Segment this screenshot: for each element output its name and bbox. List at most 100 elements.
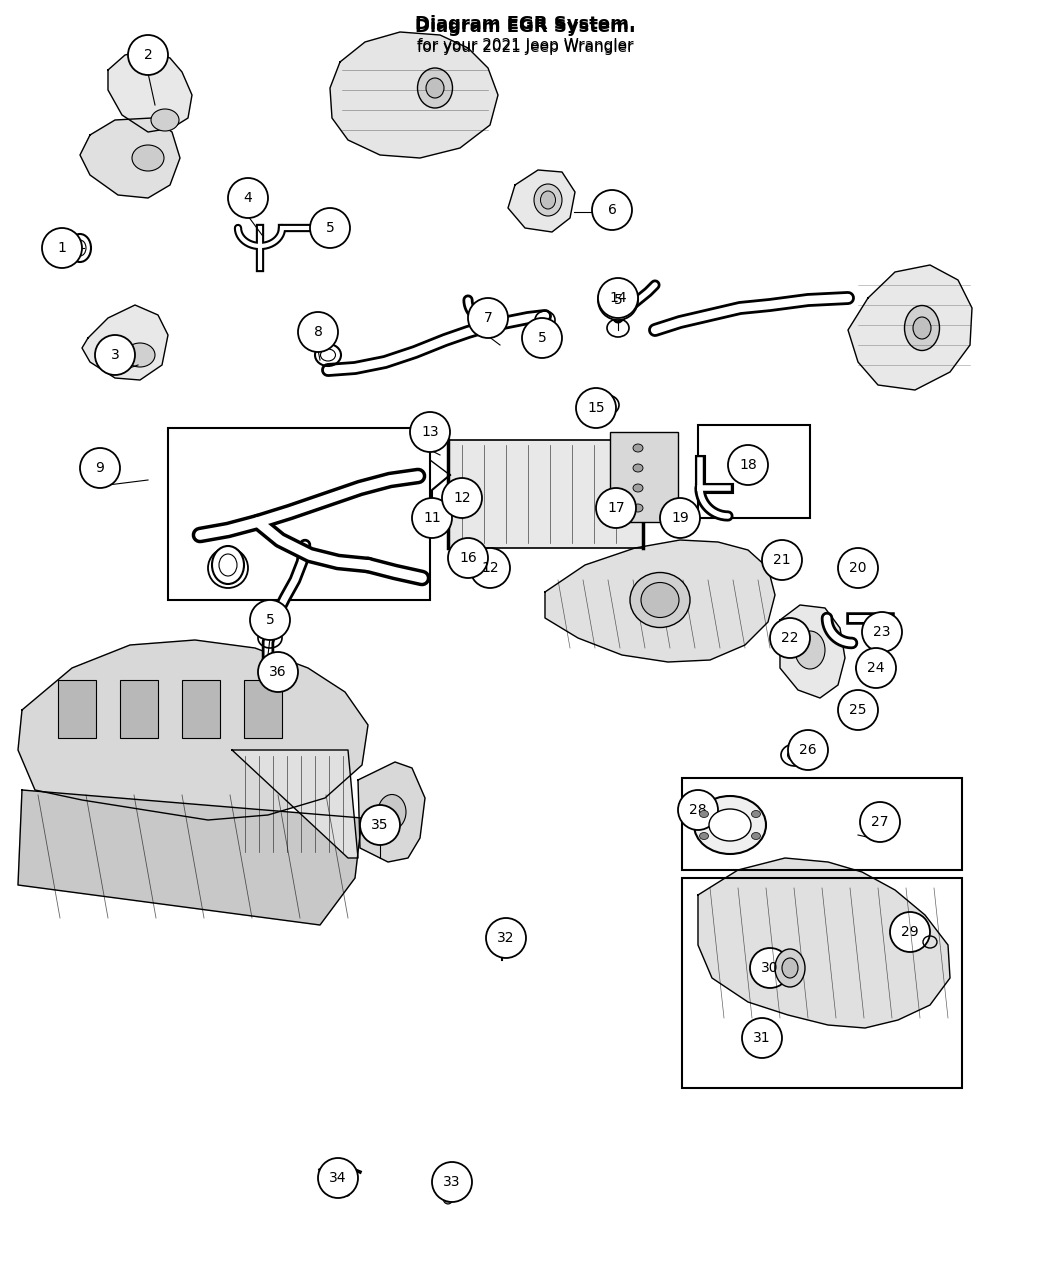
Polygon shape [848, 265, 972, 390]
Text: 17: 17 [607, 501, 625, 515]
Text: 22: 22 [781, 631, 799, 645]
Text: 5: 5 [538, 332, 546, 346]
Bar [58, 680, 96, 738]
Text: for your 2021 Jeep Wrangler: for your 2021 Jeep Wrangler [417, 40, 633, 55]
Bar [698, 425, 810, 518]
Circle shape [228, 179, 268, 218]
Circle shape [412, 499, 452, 538]
Circle shape [596, 488, 636, 528]
Circle shape [470, 548, 510, 588]
Polygon shape [80, 119, 180, 198]
Text: 24: 24 [867, 660, 885, 674]
Text: 5: 5 [613, 293, 623, 307]
Ellipse shape [378, 794, 406, 830]
Ellipse shape [418, 68, 453, 108]
Circle shape [788, 731, 828, 770]
Text: 3: 3 [110, 348, 120, 362]
Text: 30: 30 [761, 961, 779, 975]
Polygon shape [232, 750, 358, 858]
Circle shape [890, 912, 930, 952]
Circle shape [128, 34, 168, 75]
Text: 27: 27 [872, 815, 888, 829]
Circle shape [318, 1158, 358, 1198]
Ellipse shape [443, 1192, 453, 1204]
Text: for your 2021 Jeep Wrangler: for your 2021 Jeep Wrangler [417, 38, 633, 54]
Text: 29: 29 [901, 924, 919, 938]
Polygon shape [330, 32, 498, 158]
Bar [682, 778, 962, 870]
Ellipse shape [426, 78, 444, 98]
Text: Diagram EGR System.: Diagram EGR System. [415, 15, 635, 33]
Circle shape [598, 280, 638, 320]
Text: 9: 9 [96, 462, 104, 476]
Circle shape [432, 1162, 472, 1202]
Text: 33: 33 [443, 1176, 461, 1190]
Circle shape [860, 802, 900, 842]
Circle shape [522, 317, 562, 358]
Circle shape [94, 335, 135, 375]
Text: 11: 11 [423, 511, 441, 525]
Circle shape [770, 618, 810, 658]
Ellipse shape [630, 572, 690, 627]
Text: 26: 26 [799, 743, 817, 757]
Text: 32: 32 [498, 931, 514, 945]
Text: 8: 8 [314, 325, 322, 339]
Circle shape [468, 298, 508, 338]
Circle shape [728, 445, 768, 484]
Circle shape [208, 548, 248, 588]
Circle shape [442, 478, 482, 518]
Circle shape [742, 1017, 782, 1058]
Circle shape [838, 548, 878, 588]
Circle shape [360, 805, 400, 845]
Ellipse shape [640, 583, 679, 617]
Polygon shape [82, 305, 168, 380]
Ellipse shape [694, 796, 766, 854]
Text: 2: 2 [144, 48, 152, 62]
Circle shape [750, 949, 790, 988]
Text: 5: 5 [326, 221, 334, 235]
Text: 34: 34 [330, 1170, 346, 1184]
Text: 4: 4 [244, 191, 252, 205]
Circle shape [486, 918, 526, 958]
Circle shape [862, 612, 902, 652]
Bar [312, 221, 326, 230]
Ellipse shape [699, 811, 709, 817]
Text: 36: 36 [269, 666, 287, 680]
Text: 5: 5 [266, 613, 274, 627]
Circle shape [592, 190, 632, 230]
Bar [448, 440, 643, 548]
Ellipse shape [212, 546, 244, 584]
Ellipse shape [151, 108, 178, 131]
Circle shape [298, 312, 338, 352]
Polygon shape [508, 170, 575, 232]
Bar [244, 680, 282, 738]
Ellipse shape [752, 811, 760, 817]
Text: 25: 25 [849, 703, 866, 717]
Text: 1: 1 [58, 241, 66, 255]
Circle shape [410, 412, 450, 453]
Ellipse shape [914, 317, 931, 339]
Ellipse shape [541, 191, 555, 209]
Polygon shape [545, 541, 775, 662]
Bar [610, 432, 678, 521]
Polygon shape [108, 50, 192, 133]
Polygon shape [18, 640, 368, 820]
Ellipse shape [132, 145, 164, 171]
Text: 31: 31 [753, 1031, 771, 1046]
Text: 12: 12 [481, 561, 499, 575]
Circle shape [42, 228, 82, 268]
Text: 21: 21 [773, 553, 791, 567]
Text: 6: 6 [608, 203, 616, 217]
Text: 28: 28 [689, 803, 707, 817]
Polygon shape [780, 606, 845, 697]
Ellipse shape [699, 833, 709, 839]
Polygon shape [18, 790, 362, 924]
Ellipse shape [633, 464, 643, 472]
Ellipse shape [125, 343, 155, 367]
Circle shape [310, 208, 350, 249]
Text: 23: 23 [874, 625, 890, 639]
Ellipse shape [709, 810, 751, 842]
Circle shape [678, 790, 718, 830]
Ellipse shape [752, 833, 760, 839]
Circle shape [856, 648, 896, 689]
